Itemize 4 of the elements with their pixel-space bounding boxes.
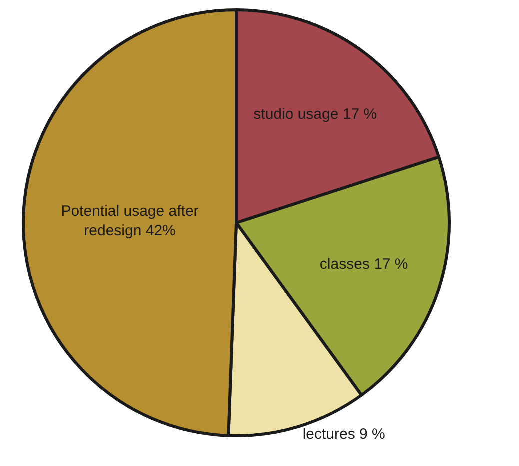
slice-label: studio usage 17 % [254, 106, 378, 123]
slice-label: lectures 9 % [302, 426, 386, 444]
slice-label: classes 17 % [320, 256, 408, 273]
slice-label: Potential usage after redesign 42% [61, 202, 199, 240]
